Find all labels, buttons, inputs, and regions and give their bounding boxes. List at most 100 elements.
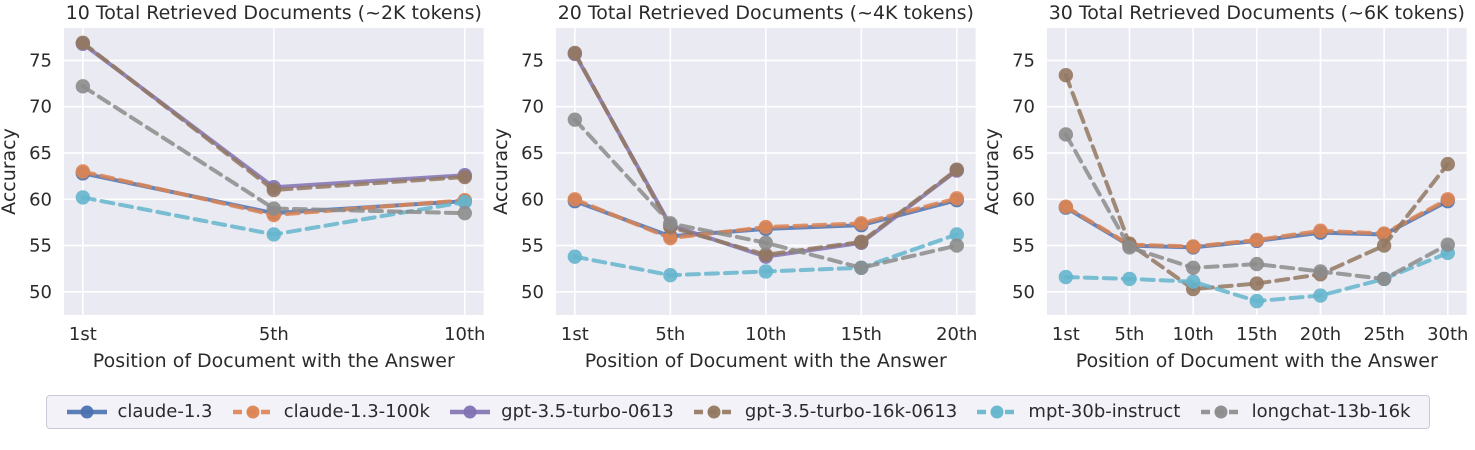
x-axis-label: Position of Document with the Answer — [1076, 350, 1438, 372]
data-point — [1122, 240, 1138, 255]
legend-label: gpt-3.5-turbo-0613 — [501, 401, 674, 422]
chart-svg: 20 Total Retrieved Documents (~4K tokens… — [492, 2, 977, 372]
data-point — [758, 247, 773, 263]
y-tick-label: 50 — [1012, 282, 1035, 303]
series-gpt-3.5-turbo-16k-0613 — [567, 45, 964, 263]
data-point — [1377, 271, 1392, 287]
data-point — [1249, 232, 1265, 248]
y-tick-label: 60 — [521, 189, 544, 210]
legend-line-marker-icon — [66, 405, 107, 419]
legend-item: gpt-3.5-turbo-0613 — [448, 401, 674, 422]
x-tick-label: 10th — [745, 324, 786, 345]
data-point — [75, 190, 91, 205]
chart-panel-1: 10 Total Retrieved Documents (~2K tokens… — [0, 0, 492, 378]
legend-line-marker-icon — [450, 405, 491, 419]
gridlines — [63, 28, 484, 315]
data-point — [853, 260, 869, 275]
x-tick-label: 1st — [1052, 324, 1080, 345]
x-tick-label: 10th — [444, 324, 485, 345]
y-axis-label: Accuracy — [492, 128, 512, 215]
chart-title: 20 Total Retrieved Documents (~4K tokens… — [557, 2, 973, 24]
y-tick-label: 65 — [521, 143, 544, 164]
data-point — [567, 192, 582, 207]
legend-label: gpt-3.5-turbo-16k-0613 — [744, 401, 958, 422]
y-tick-label: 75 — [521, 50, 544, 71]
series-longchat-13b-16k — [75, 79, 472, 221]
data-point — [75, 35, 91, 51]
legend-item: gpt-3.5-turbo-16k-0613 — [692, 403, 957, 421]
data-point — [1249, 293, 1265, 309]
series-gpt-3.5-turbo-16k-0613 — [75, 35, 472, 198]
data-point — [266, 201, 282, 216]
data-point — [1377, 226, 1392, 241]
y-tick-label: 55 — [29, 236, 52, 257]
data-point — [266, 182, 282, 198]
chart-panel-2: 20 Total Retrieved Documents (~4K tokens… — [492, 0, 984, 378]
x-tick-label: 1st — [69, 324, 97, 345]
data-point — [567, 112, 582, 127]
legend-item: mpt-30b-instruct — [975, 403, 1180, 421]
chart-panel-3: 30 Total Retrieved Documents (~6K tokens… — [983, 0, 1475, 378]
y-axis-label: Accuracy — [983, 128, 1003, 215]
data-point — [758, 264, 773, 279]
data-point — [1058, 199, 1074, 214]
series-longchat-13b-16k — [1058, 127, 1456, 287]
x-tick-label: 15th — [840, 324, 881, 345]
data-point — [853, 234, 869, 250]
data-point — [1440, 192, 1456, 207]
data-point — [75, 164, 91, 179]
legend-marker — [1214, 405, 1228, 419]
data-point — [1058, 269, 1074, 285]
data-point — [1440, 156, 1456, 172]
data-point — [266, 227, 282, 242]
legend-label: longchat-13b-16k — [1251, 401, 1411, 422]
data-point — [567, 249, 582, 264]
data-point — [758, 235, 773, 250]
series-longchat-13b-16k — [567, 112, 964, 275]
x-axis-label: Position of Document with the Answer — [93, 350, 455, 372]
series-claude-1.3-100k — [567, 191, 964, 246]
chart-svg: 10 Total Retrieved Documents (~2K tokens… — [0, 2, 485, 372]
data-point — [949, 162, 964, 177]
y-tick-label: 75 — [1012, 50, 1035, 71]
legend-label: claude-1.3 — [117, 401, 213, 422]
data-point — [1186, 260, 1201, 275]
legend-item: claude-1.3-100k — [231, 403, 430, 421]
data-point — [457, 194, 472, 210]
data-point — [457, 169, 472, 185]
data-point — [457, 205, 472, 221]
data-point — [758, 219, 773, 235]
legend-item: claude-1.3 — [65, 401, 213, 422]
x-tick-label: 30th — [1427, 324, 1468, 345]
x-tick-label: 15th — [1236, 324, 1277, 345]
x-tick-label: 1st — [561, 324, 589, 345]
x-tick-label: 5th — [259, 324, 289, 345]
data-point — [1440, 237, 1456, 252]
data-point — [1313, 264, 1328, 279]
chart-title: 10 Total Retrieved Documents (~2K tokens… — [66, 2, 482, 24]
figure: 10 Total Retrieved Documents (~2K tokens… — [0, 0, 1475, 378]
legend: claude-1.3 claude-1.3-100k gpt-3.5-turbo-0… — [45, 395, 1430, 429]
y-tick-label: 70 — [1012, 97, 1035, 118]
data-point — [949, 191, 964, 206]
x-tick-label: 5th — [655, 324, 685, 345]
legend-line-marker-icon — [1200, 405, 1241, 419]
legend-marker — [246, 405, 260, 419]
data-point — [1122, 271, 1138, 287]
y-tick-label: 75 — [29, 50, 52, 71]
y-tick-label: 55 — [521, 236, 544, 257]
y-tick-label: 55 — [1012, 236, 1035, 257]
data-point — [1313, 288, 1328, 303]
data-point — [75, 79, 91, 94]
legend-marker — [707, 405, 721, 419]
y-tick-label: 65 — [1012, 143, 1035, 164]
data-point — [949, 238, 964, 253]
data-point — [1377, 238, 1392, 253]
y-tick-label: 70 — [29, 97, 52, 118]
legend-marker — [463, 405, 477, 419]
legend-label: claude-1.3-100k — [283, 401, 430, 422]
y-tick-label: 50 — [29, 282, 52, 303]
data-point — [1249, 256, 1265, 272]
data-point — [1249, 276, 1265, 291]
